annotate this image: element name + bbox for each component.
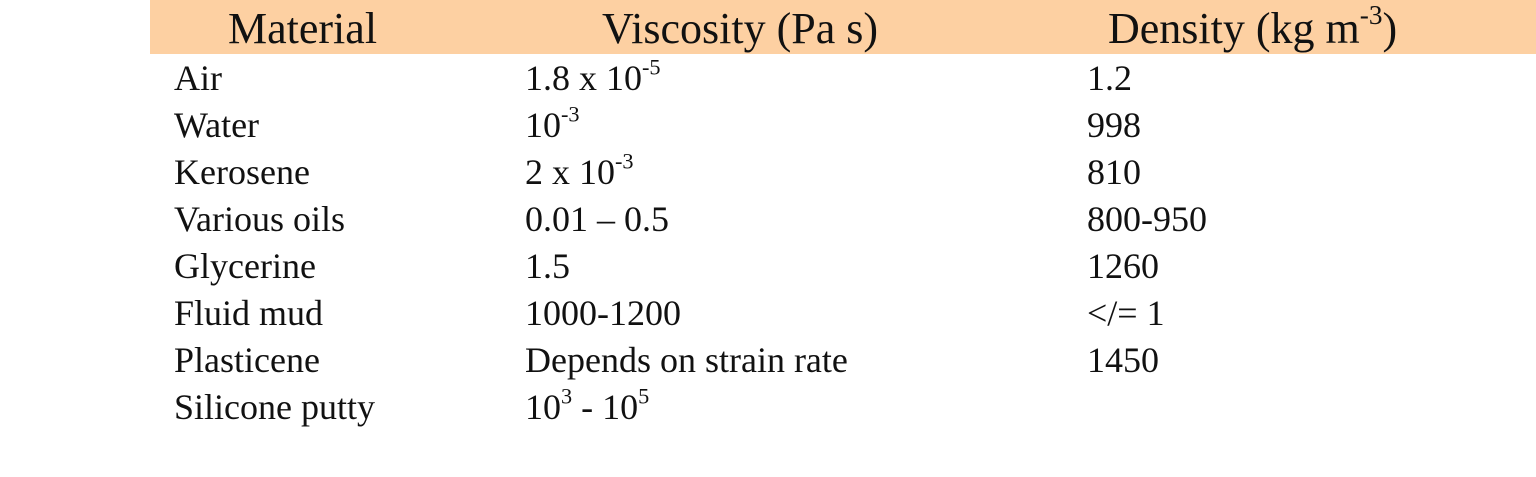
cell-viscosity: 10-3 bbox=[525, 103, 580, 147]
table-row: Air 1.8 x 10-5 1.2 bbox=[150, 56, 1536, 103]
cell-material: Silicone putty bbox=[174, 387, 375, 427]
table-row: Plasticene Depends on strain rate 1450 bbox=[150, 338, 1536, 385]
cell-material: Kerosene bbox=[174, 152, 310, 192]
cell-viscosity: 0.01 – 0.5 bbox=[525, 199, 669, 239]
cell-density: 1450 bbox=[1087, 340, 1159, 380]
viscosity-base: 2 x 10 bbox=[525, 152, 615, 192]
table-header: Material Viscosity (Pa s) Density (kg m-… bbox=[150, 0, 1536, 54]
table-row: Water 10-3 998 bbox=[150, 103, 1536, 150]
cell-viscosity: 2 x 10-3 bbox=[525, 150, 634, 194]
header-density: Density (kg m-3) bbox=[1108, 1, 1398, 54]
cell-material: Plasticene bbox=[174, 340, 320, 380]
properties-table: Material Viscosity (Pa s) Density (kg m-… bbox=[150, 0, 1536, 427]
viscosity-exponent: 3 bbox=[561, 383, 573, 409]
table-row: Fluid mud 1000-1200 </= 1 bbox=[150, 291, 1536, 338]
viscosity-tail: - 10 bbox=[572, 387, 639, 427]
viscosity-exponent-2: 5 bbox=[638, 383, 650, 409]
header-material: Material bbox=[228, 4, 378, 53]
header-density-close: ) bbox=[1382, 4, 1398, 53]
viscosity-base: 10 bbox=[525, 105, 561, 145]
cell-material: Various oils bbox=[174, 199, 345, 239]
cell-viscosity: 1000-1200 bbox=[525, 293, 681, 333]
viscosity-exponent: -3 bbox=[561, 101, 580, 127]
cell-density: 1.2 bbox=[1087, 58, 1132, 98]
cell-material: Water bbox=[174, 105, 260, 145]
viscosity-exponent: -5 bbox=[642, 54, 661, 80]
cell-density: 810 bbox=[1087, 152, 1141, 192]
cell-density: </= 1 bbox=[1087, 293, 1165, 333]
cell-material: Fluid mud bbox=[174, 293, 324, 333]
table-body: Air 1.8 x 10-5 1.2 Water 10-3 998 Kerose… bbox=[150, 56, 1536, 432]
cell-density: 800-950 bbox=[1087, 199, 1207, 239]
cell-density: 998 bbox=[1087, 105, 1141, 145]
table-row: Kerosene 2 x 10-3 810 bbox=[150, 150, 1536, 197]
cell-density: 1260 bbox=[1087, 246, 1159, 286]
table-row: Various oils 0.01 – 0.5 800-950 bbox=[150, 197, 1536, 244]
viscosity-exponent: -3 bbox=[615, 148, 634, 174]
cell-material: Air bbox=[174, 58, 222, 98]
cell-viscosity: Depends on strain rate bbox=[525, 340, 848, 380]
viscosity-base: 10 bbox=[525, 387, 561, 427]
cell-material: Glycerine bbox=[174, 246, 316, 286]
table-row: Silicone putty 103 - 105 bbox=[150, 385, 1536, 432]
header-density-exponent: -3 bbox=[1359, 0, 1383, 30]
header-viscosity: Viscosity (Pa s) bbox=[602, 4, 879, 53]
cell-viscosity: 103 - 105 bbox=[525, 385, 649, 429]
header-density-base: Density (kg m bbox=[1108, 4, 1360, 53]
cell-viscosity: 1.8 x 10-5 bbox=[525, 56, 661, 100]
viscosity-base: 1.8 x 10 bbox=[525, 58, 642, 98]
table-row: Glycerine 1.5 1260 bbox=[150, 244, 1536, 291]
cell-viscosity: 1.5 bbox=[525, 246, 570, 286]
